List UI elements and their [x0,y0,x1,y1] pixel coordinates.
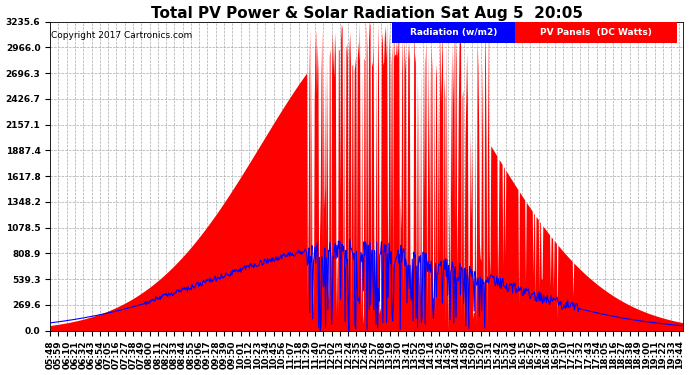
Text: PV Panels  (DC Watts): PV Panels (DC Watts) [540,28,652,37]
Text: Copyright 2017 Cartronics.com: Copyright 2017 Cartronics.com [52,31,193,40]
Text: Radiation (w/m2): Radiation (w/m2) [410,28,497,37]
FancyBboxPatch shape [392,22,515,44]
Title: Total PV Power & Solar Radiation Sat Aug 5  20:05: Total PV Power & Solar Radiation Sat Aug… [150,6,582,21]
FancyBboxPatch shape [515,22,677,44]
